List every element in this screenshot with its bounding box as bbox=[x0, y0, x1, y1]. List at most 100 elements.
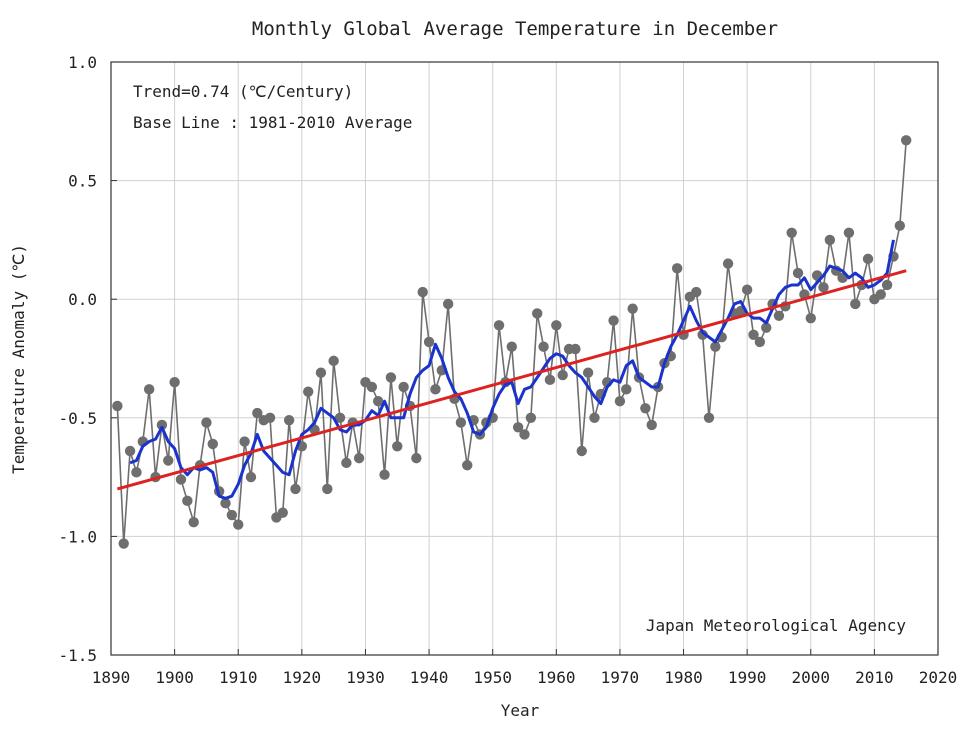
annual-data-point bbox=[417, 286, 428, 298]
annual-data-point bbox=[519, 429, 530, 440]
annual-data-point bbox=[175, 474, 187, 485]
annual-data-point bbox=[805, 312, 816, 324]
annual-data-point bbox=[341, 457, 352, 469]
annual-data-point bbox=[710, 341, 721, 352]
annual-data-point bbox=[773, 310, 785, 322]
annual-data-point bbox=[697, 329, 708, 340]
x-tick-label: 1910 bbox=[219, 668, 258, 687]
annual-data-point bbox=[640, 403, 651, 414]
x-tick-label: 1950 bbox=[473, 668, 512, 687]
annual-data-point bbox=[290, 483, 301, 495]
annual-data-point bbox=[614, 395, 626, 407]
plot-frame bbox=[110, 61, 939, 656]
annual-data-point bbox=[900, 135, 912, 146]
annual-data-point bbox=[538, 341, 549, 352]
annual-data-point bbox=[455, 417, 467, 428]
annual-data-point bbox=[233, 519, 244, 530]
annual-data-point bbox=[188, 516, 199, 528]
source-annotation: Japan Meteorological Agency bbox=[646, 616, 906, 635]
annual-data-point bbox=[691, 286, 702, 298]
annual-data-point bbox=[156, 419, 168, 431]
grid-layer bbox=[111, 62, 938, 655]
annual-data-point bbox=[372, 395, 384, 407]
annual-data-point bbox=[894, 220, 906, 231]
annual-data-point bbox=[322, 483, 333, 495]
annual-data-point bbox=[411, 452, 422, 464]
annual-data-point bbox=[544, 374, 556, 386]
x-tick-label: 1980 bbox=[664, 668, 703, 687]
annual-data-point bbox=[703, 412, 715, 423]
annual-data-point bbox=[525, 412, 537, 423]
y-tick-label: 0.0 bbox=[68, 290, 97, 309]
annual-data-point bbox=[112, 400, 123, 412]
x-tick-label: 1970 bbox=[601, 668, 640, 687]
x-axis-label: Year bbox=[501, 701, 540, 720]
y-tick-label: -1.5 bbox=[58, 646, 97, 665]
annual-data-point bbox=[283, 414, 295, 426]
annual-data-point bbox=[182, 495, 193, 507]
annual-data-point bbox=[442, 298, 454, 310]
annual-data-point bbox=[722, 258, 734, 269]
annual-data-point bbox=[379, 469, 390, 480]
annual-data-point bbox=[163, 455, 174, 466]
annual-data-point bbox=[392, 441, 403, 452]
annual-data-point bbox=[512, 422, 524, 433]
chart-title: Monthly Global Average Temperature in De… bbox=[252, 18, 778, 40]
series-layer bbox=[112, 135, 912, 549]
annual-data-point bbox=[818, 282, 829, 293]
annual-data-point bbox=[353, 452, 365, 464]
annual-data-point bbox=[277, 507, 288, 518]
annual-data-point bbox=[143, 384, 155, 395]
annual-data-point bbox=[761, 322, 772, 333]
annual-data-point bbox=[506, 341, 517, 352]
annual-data-point bbox=[843, 227, 855, 238]
annual-data-point bbox=[201, 417, 212, 428]
annual-data-point bbox=[551, 320, 562, 331]
annual-data-point bbox=[671, 263, 683, 274]
annual-data-point bbox=[303, 386, 314, 397]
baseline-annotation: Base Line : 1981-2010 Average bbox=[133, 113, 412, 132]
annual-data-point bbox=[792, 267, 804, 279]
annual-data-point bbox=[786, 227, 797, 238]
annual-data-point bbox=[748, 329, 759, 340]
trend-line bbox=[116, 269, 907, 491]
annual-data-point bbox=[430, 384, 441, 395]
annual-data-point bbox=[741, 284, 753, 295]
annual-data-point bbox=[570, 343, 581, 355]
x-tick-label: 1940 bbox=[410, 668, 449, 687]
annual-data-point bbox=[881, 279, 893, 291]
annual-data-point bbox=[875, 289, 886, 300]
annual-data-point bbox=[754, 336, 766, 348]
annual-data-point bbox=[366, 381, 378, 393]
x-tick-label: 2020 bbox=[919, 668, 958, 687]
trend-annotation: Trend=0.74 (℃/Century) bbox=[133, 82, 353, 101]
y-tick-label: 1.0 bbox=[68, 53, 97, 72]
x-tick-label: 1920 bbox=[283, 668, 322, 687]
annual-data-point bbox=[423, 336, 435, 348]
annual-data-point bbox=[118, 538, 129, 549]
annual-data-point bbox=[226, 509, 238, 521]
annual-data-point bbox=[131, 467, 142, 478]
annual-data-point bbox=[582, 367, 594, 378]
annual-data-point bbox=[557, 369, 568, 381]
annual-data-point bbox=[824, 234, 836, 246]
x-tick-label: 1890 bbox=[92, 668, 131, 687]
annual-data-point bbox=[576, 445, 587, 457]
x-tick-label: 1990 bbox=[728, 668, 767, 687]
annual-data-point bbox=[124, 445, 136, 457]
annual-data-point bbox=[385, 372, 397, 383]
annual-data-point bbox=[245, 471, 257, 483]
running-mean-line bbox=[129, 239, 895, 500]
annual-data-point bbox=[627, 303, 638, 314]
y-tick-label: -1.0 bbox=[58, 527, 97, 546]
annual-data-point bbox=[252, 407, 263, 419]
x-tick-label: 2010 bbox=[855, 668, 894, 687]
annual-data-point bbox=[493, 320, 505, 331]
x-tick-label: 1960 bbox=[537, 668, 576, 687]
annual-data-point bbox=[239, 436, 250, 447]
annual-data-point bbox=[621, 384, 632, 395]
y-tick-label: -0.5 bbox=[58, 409, 97, 428]
